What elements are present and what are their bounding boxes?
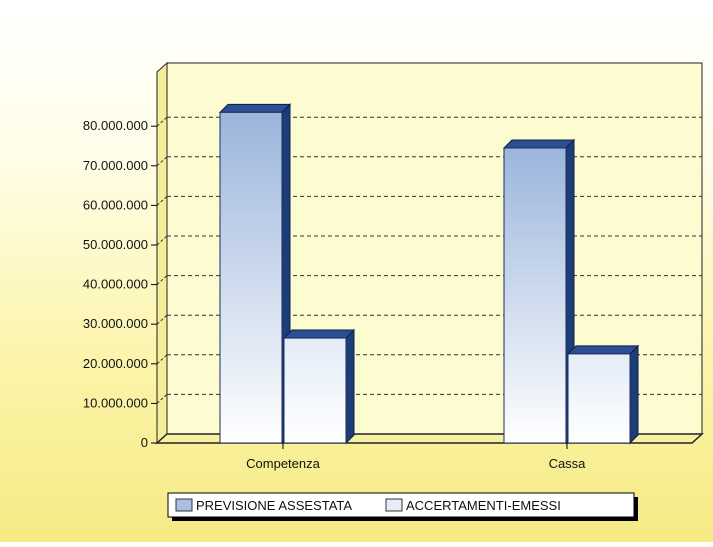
legend-swatch-accertamenti-emessi (386, 499, 402, 511)
y-tick-label: 70.000.000 (83, 158, 148, 173)
bar-front-face (504, 148, 566, 443)
y-tick-label: 20.000.000 (83, 356, 148, 371)
bar-top-face (284, 330, 354, 338)
bar-previsione-assestata-cassa (504, 140, 574, 443)
bar-accertamenti-emessi-competenza (284, 330, 354, 443)
y-tick-label: 40.000.000 (83, 277, 148, 292)
x-tick-label-cassa: Cassa (549, 456, 587, 471)
bar-top-face (568, 346, 638, 354)
bar-previsione-assestata-competenza (220, 104, 290, 443)
bar-front-face (220, 112, 282, 443)
legend-label-previsione-assestata: PREVISIONE ASSESTATA (196, 498, 352, 513)
legend-label-accertamenti-emessi: ACCERTAMENTI-EMESSI (406, 498, 561, 513)
y-tick-label: 0 (141, 435, 148, 450)
plot-left-wall (157, 63, 167, 443)
y-tick-label: 60.000.000 (83, 197, 148, 212)
bar-top-face (504, 140, 574, 148)
legend-swatch-previsione-assestata (176, 499, 192, 511)
bar-accertamenti-emessi-cassa (568, 346, 638, 443)
bar-side-face (346, 330, 354, 443)
bar-top-face (220, 104, 290, 112)
y-tick-label: 50.000.000 (83, 237, 148, 252)
bar-side-face (630, 346, 638, 443)
y-tick-label: 80.000.000 (83, 118, 148, 133)
legend: PREVISIONE ASSESTATA ACCERTAMENTI-EMESSI (168, 493, 638, 521)
bar-front-face (284, 338, 346, 443)
y-axis: 0 10.000.000 20.000.000 30.000.000 40.000.00… (83, 118, 157, 450)
bar-front-face (568, 354, 630, 443)
y-tick-label: 30.000.000 (83, 316, 148, 331)
y-tick-label: 10.000.000 (83, 395, 148, 410)
x-axis: Competenza Cassa (246, 443, 586, 471)
x-tick-label-competenza: Competenza (246, 456, 320, 471)
